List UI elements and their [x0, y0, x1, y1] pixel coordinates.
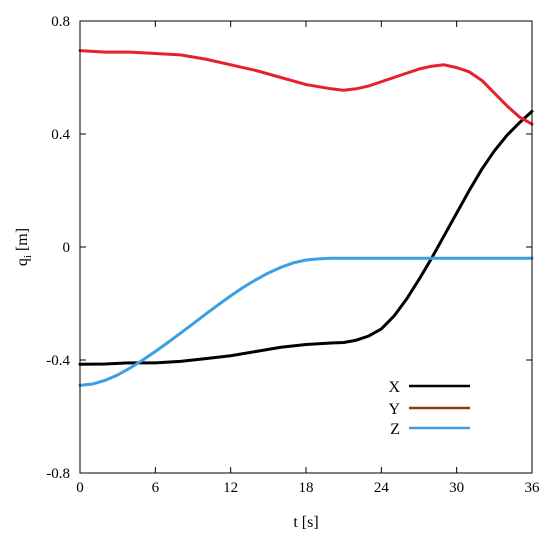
y-axis-title: qi [m] — [14, 228, 34, 266]
x-axis-title: t [s] — [293, 514, 318, 531]
y-tick-label: -0.4 — [46, 353, 70, 369]
legend: X Y Z — [388, 379, 470, 438]
legend-label-y: Y — [388, 401, 400, 418]
x-tick-label: 24 — [374, 480, 390, 496]
plot-frame — [79, 20, 533, 474]
legend-label-x: X — [388, 379, 400, 396]
plot-area — [78, 49, 534, 387]
series-x-line — [78, 109, 534, 366]
x-tick-label: 0 — [76, 480, 84, 496]
y-tick-labels: -0.8 -0.4 0 0.4 0.8 — [46, 14, 70, 482]
axis-ticks — [79, 20, 533, 474]
x-tick-label: 18 — [299, 480, 314, 496]
y-axis-title-unit: [m] — [14, 228, 31, 255]
y-tick-label: 0.8 — [51, 14, 70, 30]
x-tick-label: 30 — [449, 480, 464, 496]
y-axis-title-main: q — [14, 258, 31, 266]
x-tick-label: 36 — [525, 480, 541, 496]
series-z-line — [78, 256, 534, 387]
x-tick-label: 12 — [223, 480, 238, 496]
y-tick-label: 0.4 — [51, 127, 70, 143]
x-tick-labels: 0 6 12 18 24 30 36 — [76, 480, 540, 496]
series-red-line — [78, 49, 534, 126]
x-tick-label: 6 — [152, 480, 160, 496]
y-tick-label: -0.8 — [46, 466, 70, 482]
legend-label-z: Z — [390, 421, 400, 438]
y-tick-label: 0 — [63, 240, 71, 256]
y-axis-title-subscript: i — [22, 255, 34, 258]
